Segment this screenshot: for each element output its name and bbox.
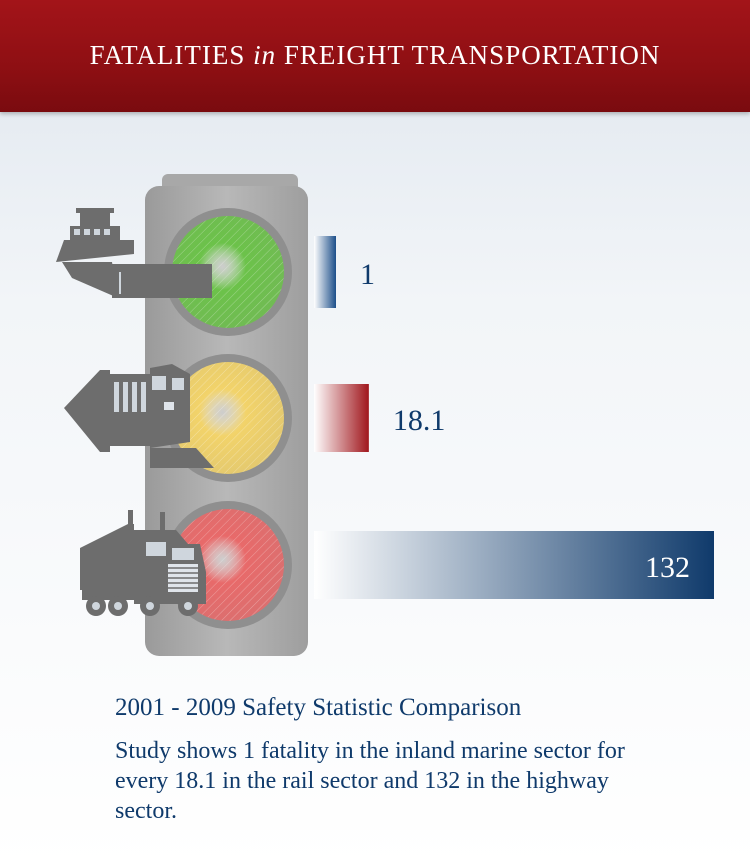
bar-rail bbox=[314, 384, 369, 452]
header-banner: FATALITIES in FREIGHT TRANSPORTATION bbox=[0, 0, 750, 112]
traffic-light-chart: 1 18.1 132 bbox=[56, 174, 714, 656]
lights-group bbox=[164, 208, 292, 629]
bar-value-label: 18.1 bbox=[393, 404, 446, 437]
train-icon bbox=[64, 364, 214, 468]
bar-inland-marine bbox=[314, 236, 336, 308]
truck-icon bbox=[80, 510, 206, 616]
light-mesh bbox=[172, 216, 284, 328]
title-part1: FATALITIES bbox=[89, 40, 246, 70]
bars-group: 1 18.1 132 bbox=[314, 236, 714, 599]
icons-group bbox=[56, 208, 214, 616]
bar-value-label: 132 bbox=[645, 551, 690, 584]
barge-icon bbox=[56, 208, 212, 298]
caption-body: Study shows 1 fatality in the inland mar… bbox=[115, 738, 625, 824]
title-part2: FREIGHT TRANSPORTATION bbox=[283, 40, 661, 70]
caption-heading: 2001 - 2009 Safety Statistic Comparison bbox=[115, 694, 522, 721]
page-title: FATALITIES in FREIGHT TRANSPORTATION bbox=[0, 40, 750, 71]
bar-highway bbox=[314, 531, 714, 599]
title-in: in bbox=[253, 40, 277, 70]
bar-value-label: 1 bbox=[360, 258, 375, 291]
light-mesh bbox=[172, 362, 284, 474]
